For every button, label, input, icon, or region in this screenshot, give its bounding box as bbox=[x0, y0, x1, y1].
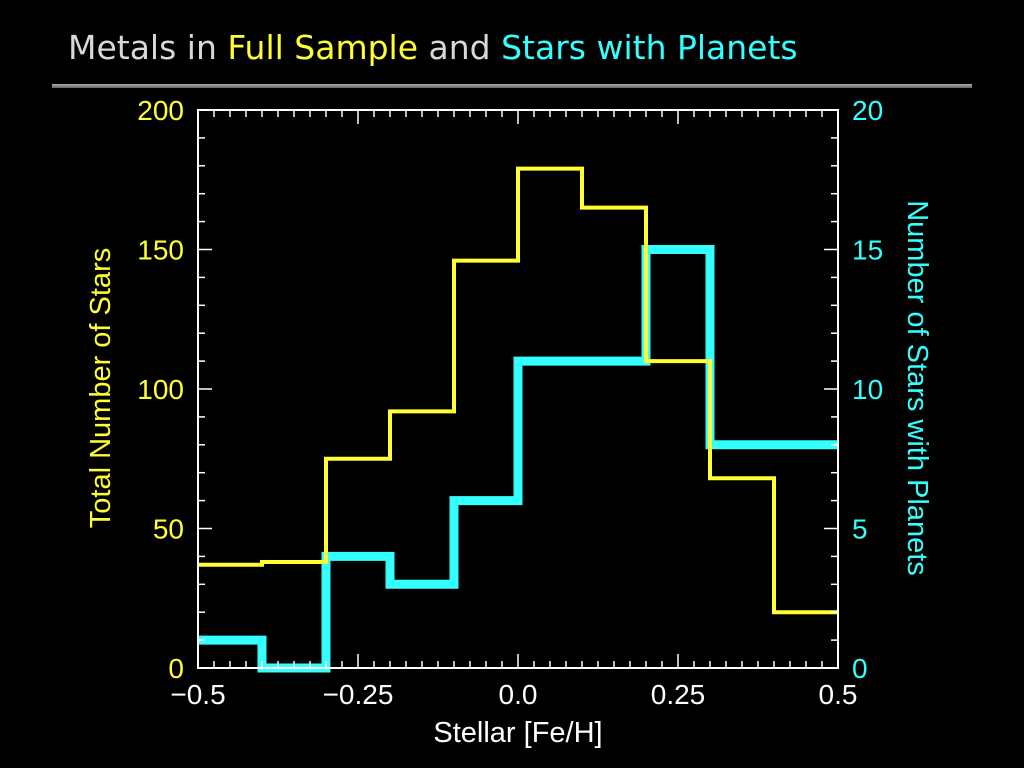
right-y-axis-title: Number of Stars with Planets bbox=[901, 200, 933, 576]
left-y-tick-label: 0 bbox=[168, 653, 184, 684]
left-y-tick-label: 150 bbox=[137, 235, 184, 266]
title-part-stars-with-planets: Stars with Planets bbox=[501, 28, 798, 67]
x-tick-label: −0.5 bbox=[170, 679, 225, 710]
title-part-and: and bbox=[418, 28, 502, 67]
right-y-tick-label: 20 bbox=[852, 95, 883, 126]
x-axis-title: Stellar [Fe/H] bbox=[433, 717, 602, 749]
right-y-tick-label: 15 bbox=[852, 235, 883, 266]
x-tick-label: 0.0 bbox=[499, 679, 538, 710]
title-part-metals: Metals in bbox=[68, 28, 228, 67]
x-tick-label: 0.25 bbox=[651, 679, 706, 710]
left-y-tick-label: 100 bbox=[137, 374, 184, 405]
right-y-tick-label: 0 bbox=[852, 653, 868, 684]
x-tick-label: −0.25 bbox=[323, 679, 394, 710]
right-y-tick-label: 5 bbox=[852, 514, 868, 545]
title-divider bbox=[52, 84, 972, 88]
chart-title: Metals in Full Sample and Stars with Pla… bbox=[68, 28, 798, 67]
full-sample-histogram-line bbox=[198, 166, 838, 615]
x-tick-label: 0.5 bbox=[819, 679, 858, 710]
right-y-tick-label: 10 bbox=[852, 374, 883, 405]
title-part-full-sample: Full Sample bbox=[227, 28, 419, 67]
left-y-axis-title: Total Number of Stars bbox=[85, 248, 117, 528]
planets-histogram-line bbox=[198, 245, 838, 673]
left-y-tick-label: 200 bbox=[137, 95, 184, 126]
left-y-tick-label: 50 bbox=[153, 514, 184, 545]
